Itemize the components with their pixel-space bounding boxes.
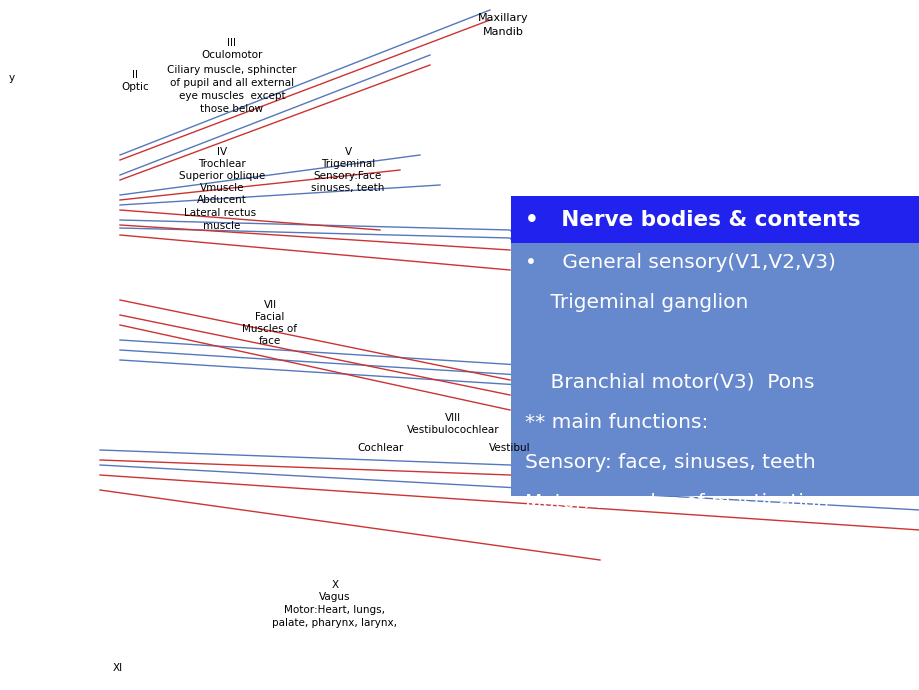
Text: Optic: Optic [121, 82, 149, 92]
Text: Ciliary muscle, sphincter: Ciliary muscle, sphincter [167, 65, 297, 75]
Text: Oculomotor: Oculomotor [201, 50, 263, 60]
Text: of pupil and all external: of pupil and all external [170, 78, 294, 88]
Text: Maxillary: Maxillary [477, 13, 528, 23]
Text: Cochlear: Cochlear [357, 443, 403, 453]
Text: X: X [331, 580, 338, 590]
Text: VII: VII [263, 300, 277, 310]
Text: face: face [258, 336, 281, 346]
Text: y: y [9, 73, 15, 83]
Text: Sensory:Face: Sensory:Face [313, 171, 381, 181]
Text: Motor: muscles of mastication: Motor: muscles of mastication [525, 493, 828, 512]
Text: Motor:Heart, lungs,: Motor:Heart, lungs, [284, 605, 385, 615]
Text: Mandib: Mandib [482, 27, 523, 37]
Bar [510, 196, 919, 243]
Text: Vestibul: Vestibul [489, 443, 530, 453]
Text: Abducent: Abducent [197, 195, 246, 205]
Text: sinuses, teeth: sinuses, teeth [311, 183, 384, 193]
Text: IV: IV [217, 147, 227, 157]
Text: Trigeminal: Trigeminal [321, 159, 375, 169]
Text: Superior oblique: Superior oblique [178, 171, 265, 181]
Text: •    General sensory(V1,V2,V3): • General sensory(V1,V2,V3) [525, 253, 835, 272]
Text: ** main functions:: ** main functions: [525, 413, 708, 432]
Text: III: III [227, 38, 236, 48]
Text: muscle: muscle [203, 221, 241, 231]
Text: VIII: VIII [445, 413, 460, 423]
Text: Vestibulocochlear: Vestibulocochlear [406, 425, 499, 435]
Text: palate, pharynx, larynx,: palate, pharynx, larynx, [272, 618, 397, 628]
Text: Muscles of: Muscles of [243, 324, 297, 334]
Text: Branchial motor(V3)  Pons: Branchial motor(V3) Pons [525, 373, 813, 392]
Text: Vmuscle: Vmuscle [199, 183, 244, 193]
Text: Vagus: Vagus [319, 592, 350, 602]
Text: V: V [344, 147, 351, 157]
Text: eye muscles  except: eye muscles except [178, 91, 285, 101]
Text: •   Nerve bodies & contents: • Nerve bodies & contents [525, 210, 859, 230]
Text: Facial: Facial [255, 312, 284, 322]
Text: Trigeminal ganglion: Trigeminal ganglion [525, 293, 747, 312]
Text: Trochlear: Trochlear [198, 159, 245, 169]
Text: those below: those below [200, 104, 263, 114]
Text: Lateral rectus: Lateral rectus [184, 208, 255, 218]
Text: Sensory: face, sinuses, teeth: Sensory: face, sinuses, teeth [525, 453, 815, 472]
Text: XI: XI [113, 663, 123, 673]
Bar [510, 243, 919, 496]
Text: II: II [131, 70, 138, 80]
